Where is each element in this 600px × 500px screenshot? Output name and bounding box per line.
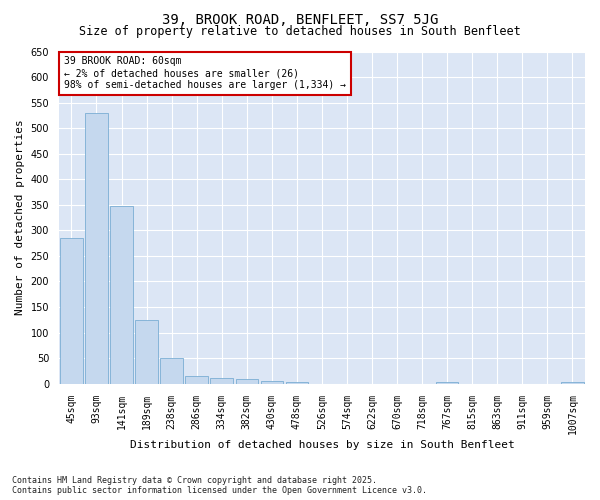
Bar: [236, 379, 258, 384]
X-axis label: Distribution of detached houses by size in South Benfleet: Distribution of detached houses by size …: [130, 440, 514, 450]
Text: Size of property relative to detached houses in South Benfleet: Size of property relative to detached ho…: [79, 25, 521, 38]
Text: Contains HM Land Registry data © Crown copyright and database right 2025.
Contai: Contains HM Land Registry data © Crown c…: [12, 476, 427, 495]
Text: 39 BROOK ROAD: 60sqm
← 2% of detached houses are smaller (26)
98% of semi-detach: 39 BROOK ROAD: 60sqm ← 2% of detached ho…: [64, 56, 346, 90]
Text: 39, BROOK ROAD, BENFLEET, SS7 5JG: 39, BROOK ROAD, BENFLEET, SS7 5JG: [162, 12, 438, 26]
Bar: [286, 382, 308, 384]
Bar: [561, 382, 584, 384]
Bar: [260, 381, 283, 384]
Bar: [160, 358, 183, 384]
Bar: [60, 238, 83, 384]
Bar: [436, 382, 458, 384]
Bar: [136, 320, 158, 384]
Bar: [110, 206, 133, 384]
Bar: [211, 378, 233, 384]
Bar: [185, 376, 208, 384]
Bar: [85, 113, 108, 384]
Y-axis label: Number of detached properties: Number of detached properties: [15, 120, 25, 316]
